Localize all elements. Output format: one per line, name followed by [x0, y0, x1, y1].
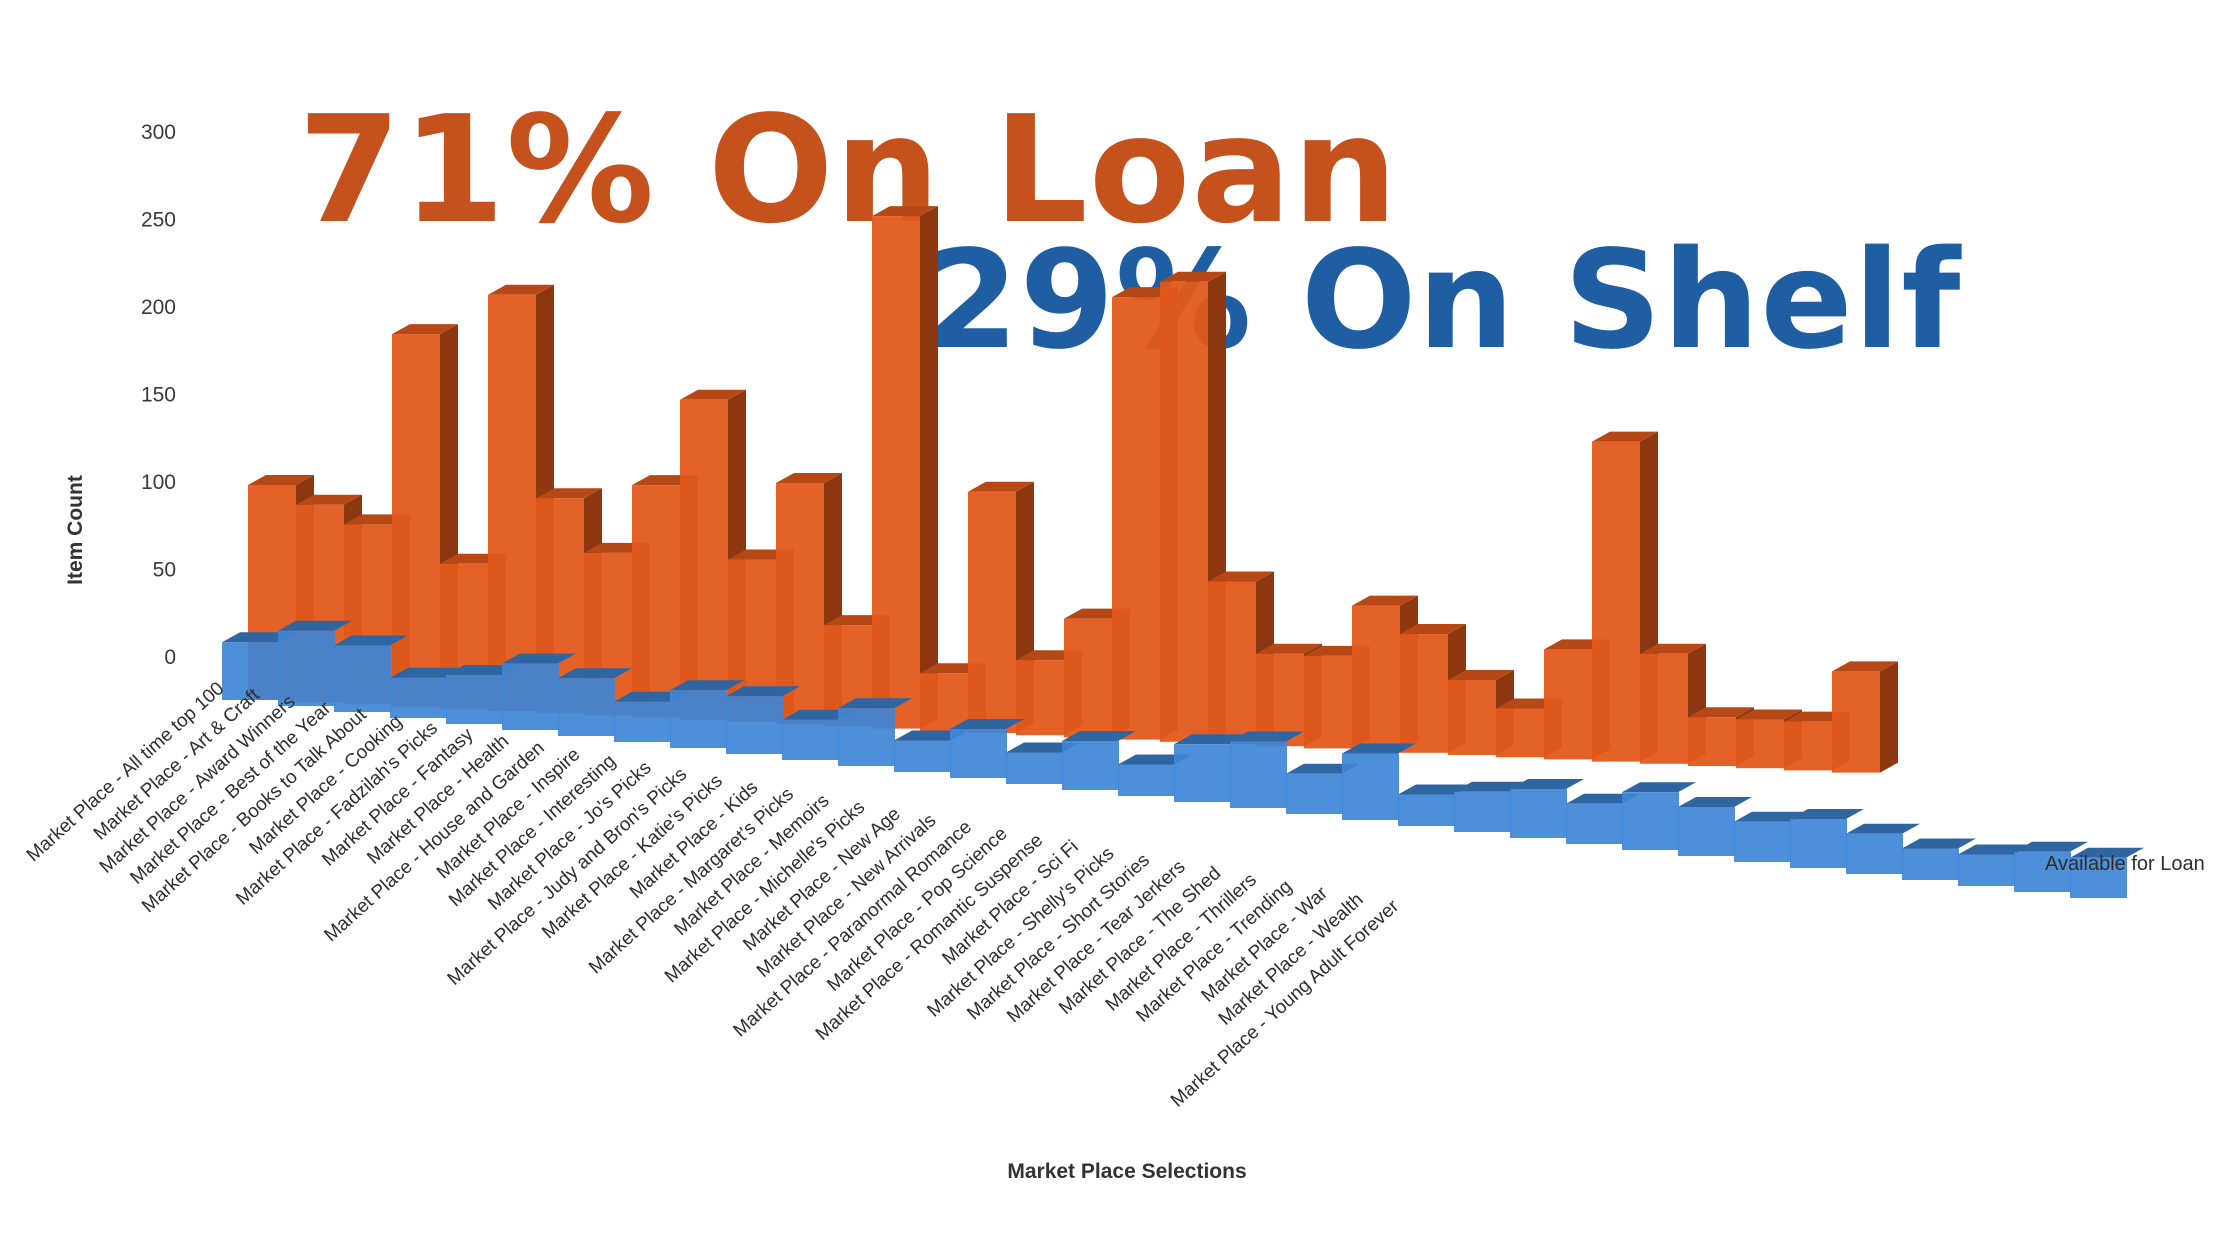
- available-for-loan-bar: [390, 667, 464, 718]
- on-loan-bar: [1832, 661, 1898, 773]
- available-for-loan-bar: [1062, 731, 1136, 790]
- y-tick-label: 250: [141, 209, 176, 232]
- available-for-loan-bar: [1566, 793, 1640, 844]
- available-for-loan-bar: [1510, 779, 1584, 838]
- available-for-loan-bar: [1342, 743, 1416, 820]
- available-for-loan-bar: [558, 668, 632, 736]
- available-for-loan-bar: [1846, 823, 1920, 874]
- series-label-available-for-loan: Available for Loan: [2045, 853, 2205, 875]
- available-for-loan-bar: [950, 719, 1024, 778]
- available-for-loan-bar: [838, 698, 912, 766]
- headline-on-shelf: 29% On Shelf: [924, 222, 1962, 380]
- available-for-loan-bar: [1006, 742, 1080, 784]
- y-tick-label: 150: [141, 384, 176, 407]
- available-for-loan-bar: [614, 691, 688, 742]
- available-for-loan-bar: [1118, 754, 1192, 796]
- available-for-loan-bar: [1678, 797, 1752, 856]
- available-for-loan-bar: [1286, 763, 1360, 814]
- available-for-loan-bar: [726, 686, 800, 754]
- available-for-loan-bar: [2014, 841, 2088, 892]
- available-for-loan-series: [222, 620, 2144, 898]
- available-for-loan-bar: [1790, 809, 1864, 868]
- x-axis-label: Market Place Selections: [1007, 1160, 1246, 1183]
- y-tick-label: 0: [164, 646, 176, 669]
- on-loan-bar: [1160, 271, 1226, 742]
- available-for-loan-bar: [1958, 844, 2032, 886]
- available-for-loan-bar: [1902, 838, 1976, 880]
- available-for-loan-bar: [894, 730, 968, 772]
- available-for-loan-bar: [502, 653, 576, 730]
- y-axis-ticks: 0 50 100 150 200 250 300: [141, 121, 176, 669]
- y-tick-label: 200: [141, 296, 176, 319]
- available-for-loan-bar: [334, 635, 408, 712]
- available-for-loan-bar: [222, 632, 296, 700]
- y-axis-label: Item Count: [64, 475, 87, 585]
- available-for-loan-bar: [1174, 734, 1248, 802]
- available-for-loan-bar: [1622, 782, 1696, 850]
- y-tick-label: 100: [141, 471, 176, 494]
- available-for-loan-bar: [1398, 784, 1472, 826]
- available-for-loan-bar: [782, 709, 856, 760]
- available-for-loan-bar: [1454, 781, 1528, 832]
- available-for-loan-bar: [1734, 811, 1808, 862]
- available-for-loan-bar: [1230, 731, 1304, 808]
- available-for-loan-bar: [446, 665, 520, 724]
- y-tick-label: 300: [141, 121, 176, 144]
- y-tick-label: 50: [153, 559, 176, 582]
- available-for-loan-bar: [2070, 847, 2144, 898]
- available-for-loan-bar: [670, 680, 744, 748]
- on-loan-bar: [872, 206, 938, 729]
- available-for-loan-bar: [278, 620, 352, 706]
- headline-on-loan: 71% On Loan: [298, 84, 1399, 256]
